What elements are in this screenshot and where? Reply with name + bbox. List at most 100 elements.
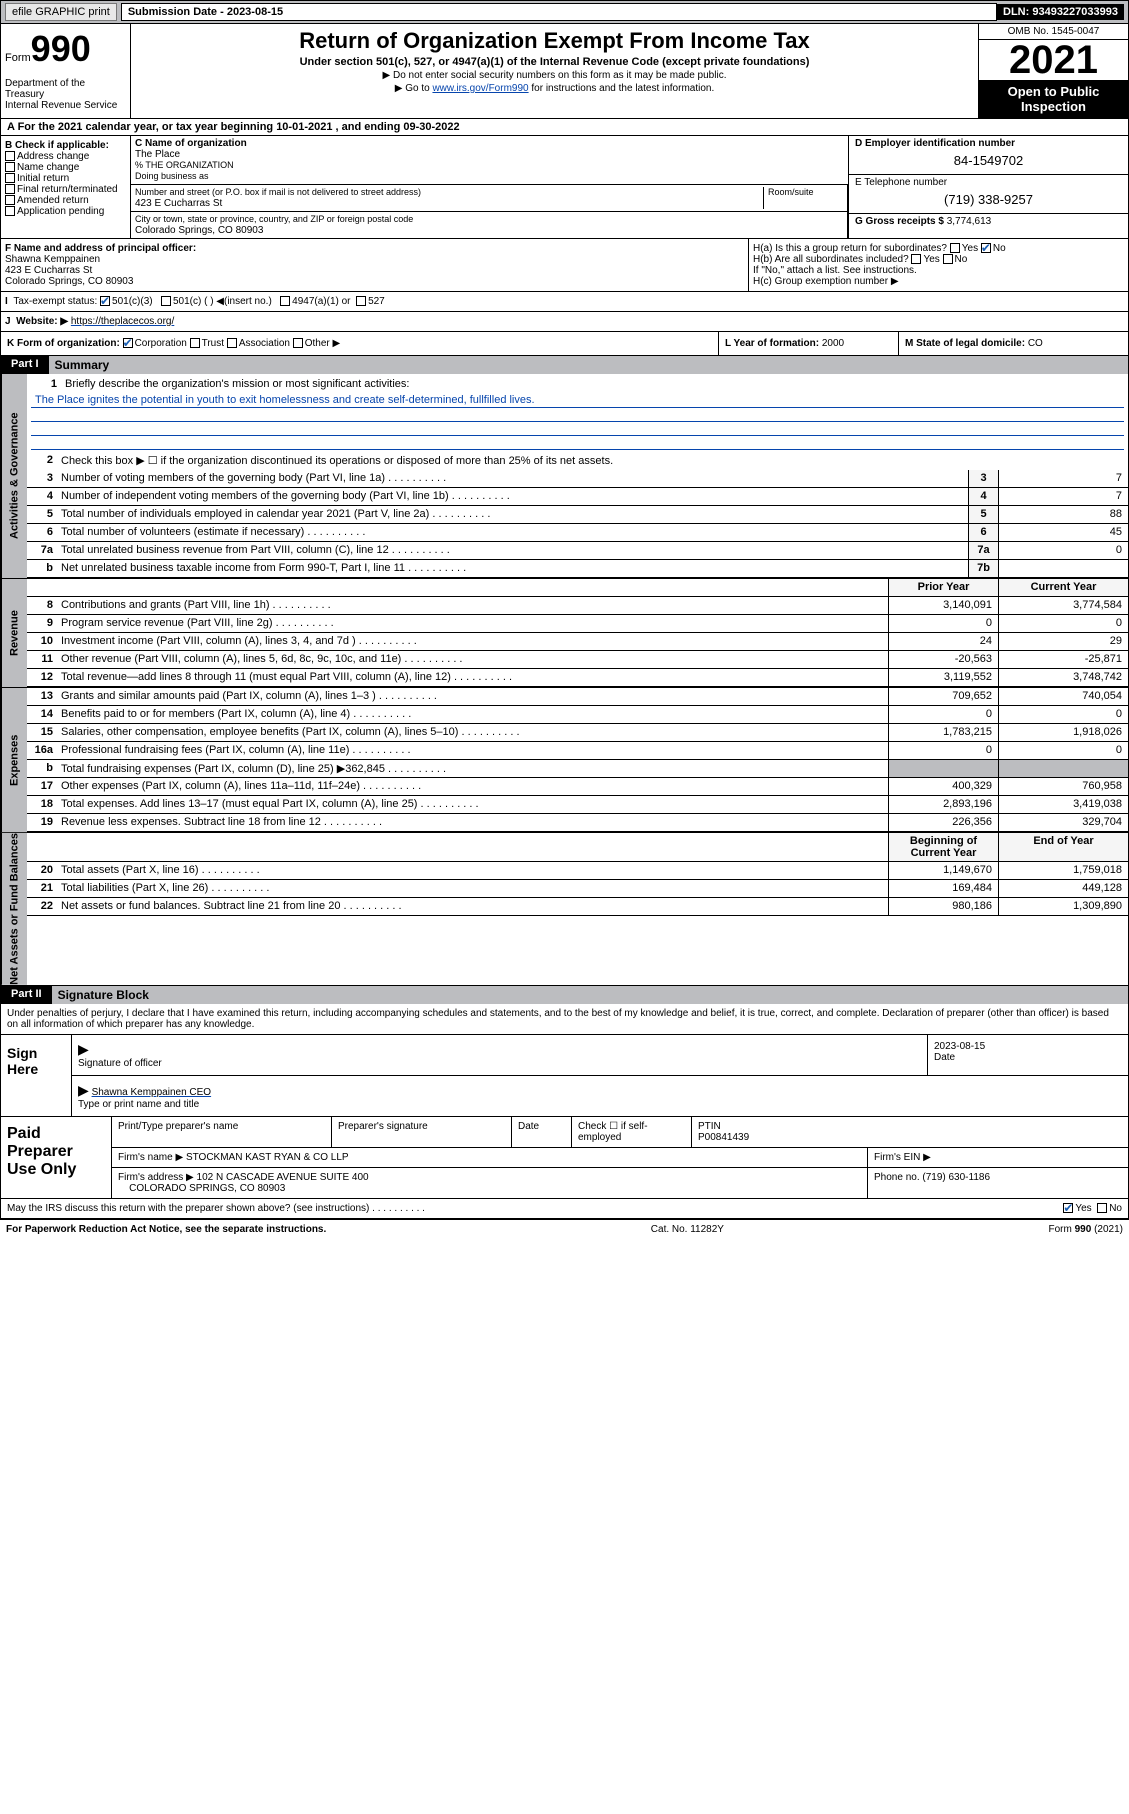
footer: For Paperwork Reduction Act Notice, see … bbox=[0, 1219, 1129, 1239]
footer-cat: Cat. No. 11282Y bbox=[651, 1224, 724, 1235]
checkbox-ha-yes[interactable] bbox=[950, 243, 960, 253]
footer-left: For Paperwork Reduction Act Notice, see … bbox=[6, 1224, 326, 1235]
ein-row: D Employer identification number 84-1549… bbox=[849, 136, 1128, 175]
state-value: CO bbox=[1028, 338, 1043, 349]
checkbox-4947[interactable] bbox=[280, 296, 290, 306]
address-left: Number and street (or P.O. box if mail i… bbox=[131, 185, 848, 238]
checkbox-name-change[interactable] bbox=[5, 162, 15, 172]
label-address-change: Address change bbox=[17, 151, 89, 162]
firm-name: STOCKMAN KAST RYAN & CO LLP bbox=[186, 1152, 349, 1163]
mission-blank-3 bbox=[31, 436, 1124, 450]
checkbox-trust[interactable] bbox=[190, 338, 200, 348]
rev-line-10: 10 Investment income (Part VIII, column … bbox=[27, 633, 1128, 651]
hdr-end-year: End of Year bbox=[998, 833, 1128, 861]
checkbox-assoc[interactable] bbox=[227, 338, 237, 348]
sig-date: 2023-08-15 bbox=[934, 1041, 985, 1052]
checkbox-corp[interactable] bbox=[123, 338, 133, 348]
checkbox-hb-no[interactable] bbox=[943, 254, 953, 264]
checkbox-application-pending[interactable] bbox=[5, 206, 15, 216]
instr2-post: for instructions and the latest informat… bbox=[529, 83, 715, 94]
instruction-1: ▶ Do not enter social security numbers o… bbox=[139, 70, 970, 81]
row-a-tax-year: A For the 2021 calendar year, or tax yea… bbox=[0, 119, 1129, 136]
ptin-value: P00841439 bbox=[698, 1132, 749, 1143]
rev-line-11: 11 Other revenue (Part VIII, column (A),… bbox=[27, 651, 1128, 669]
label-final-return: Final return/terminated bbox=[17, 184, 118, 195]
checkbox-amended[interactable] bbox=[5, 195, 15, 205]
hdr-beginning-year: Beginning of Current Year bbox=[888, 833, 998, 861]
line1-label: Briefly describe the organization's miss… bbox=[61, 376, 1124, 394]
form-title: Return of Organization Exempt From Incom… bbox=[139, 28, 970, 54]
year-formation-label: L Year of formation: bbox=[725, 338, 822, 349]
revenue-body: Prior YearCurrent Year 8 Contributions a… bbox=[27, 579, 1128, 687]
checkbox-discuss-no[interactable] bbox=[1097, 1203, 1107, 1213]
checkbox-501c3[interactable] bbox=[100, 296, 110, 306]
preparer-sig-label: Preparer's signature bbox=[332, 1117, 512, 1147]
tab-net-assets: Net Assets or Fund Balances bbox=[1, 833, 27, 985]
gross-value: 3,774,613 bbox=[947, 216, 992, 227]
firm-addr-label: Firm's address ▶ bbox=[118, 1172, 194, 1183]
checkbox-discuss-yes[interactable] bbox=[1063, 1203, 1073, 1213]
exp-line-b: b Total fundraising expenses (Part IX, c… bbox=[27, 760, 1128, 778]
label-corp: Corporation bbox=[135, 338, 187, 349]
dba-label: Doing business as bbox=[135, 171, 209, 181]
checkbox-other[interactable] bbox=[293, 338, 303, 348]
hb-note: If "No," attach a list. See instructions… bbox=[753, 265, 1124, 276]
checkbox-final-return[interactable] bbox=[5, 184, 15, 194]
checkbox-527[interactable] bbox=[356, 296, 366, 306]
ptin-label: PTIN bbox=[698, 1121, 721, 1132]
tab-revenue: Revenue bbox=[1, 579, 27, 687]
dln: DLN: 93493227033993 bbox=[997, 4, 1124, 20]
exp-line-13: 13 Grants and similar amounts paid (Part… bbox=[27, 688, 1128, 706]
exp-line-17: 17 Other expenses (Part IX, column (A), … bbox=[27, 778, 1128, 796]
sign-here-label: Sign Here bbox=[1, 1035, 71, 1116]
governance-body: 1Briefly describe the organization's mis… bbox=[27, 374, 1128, 578]
sign-here-grid: Sign Here ▶Signature of officer 2023-08-… bbox=[1, 1034, 1128, 1116]
paid-preparer-grid: Paid Preparer Use Only Print/Type prepar… bbox=[1, 1116, 1128, 1198]
firm-phone: (719) 630-1186 bbox=[922, 1172, 990, 1183]
website-label: Website: ▶ bbox=[16, 316, 68, 327]
label-501c3: 501(c)(3) bbox=[112, 296, 153, 307]
declaration-text: Under penalties of perjury, I declare th… bbox=[1, 1004, 1128, 1034]
org-name-box: C Name of organization The Place % THE O… bbox=[131, 136, 848, 185]
gov-line-7a: 7a Total unrelated business revenue from… bbox=[27, 542, 1128, 560]
net-line-21: 21 Total liabilities (Part X, line 26) 1… bbox=[27, 880, 1128, 898]
form-header: Form990 Department of the Treasury Inter… bbox=[0, 24, 1129, 119]
firm-addr1: 102 N CASCADE AVENUE SUITE 400 bbox=[197, 1172, 369, 1183]
row-klm: K Form of organization: Corporation Trus… bbox=[0, 332, 1129, 356]
mission-text: The Place ignites the potential in youth… bbox=[31, 394, 1124, 408]
checkbox-address-change[interactable] bbox=[5, 151, 15, 161]
paid-preparer-body: Print/Type preparer's name Preparer's si… bbox=[111, 1117, 1128, 1198]
efile-button[interactable]: efile GRAPHIC print bbox=[5, 3, 117, 21]
subtitle: Under section 501(c), 527, or 4947(a)(1)… bbox=[139, 56, 970, 68]
label-501c: 501(c) ( ) ◀(insert no.) bbox=[173, 296, 272, 307]
year-box: OMB No. 1545-0047 2021 Open to Public In… bbox=[978, 24, 1128, 118]
website-url[interactable]: https://theplacecos.org/ bbox=[71, 316, 174, 327]
firm-phone-label: Phone no. bbox=[874, 1172, 922, 1183]
tax-status-label: Tax-exempt status: bbox=[13, 296, 97, 307]
section-net-assets: Net Assets or Fund Balances Beginning of… bbox=[0, 833, 1129, 986]
tab-expenses: Expenses bbox=[1, 688, 27, 832]
gov-line-b: b Net unrelated business taxable income … bbox=[27, 560, 1128, 578]
topbar: efile GRAPHIC print Submission Date - 20… bbox=[0, 0, 1129, 24]
checkbox-initial-return[interactable] bbox=[5, 173, 15, 183]
exp-line-19: 19 Revenue less expenses. Subtract line … bbox=[27, 814, 1128, 832]
preparer-name-label: Print/Type preparer's name bbox=[112, 1117, 332, 1147]
hdr-current-year: Current Year bbox=[998, 579, 1128, 596]
hc-label: H(c) Group exemption number ▶ bbox=[753, 276, 1124, 287]
checkbox-ha-no[interactable] bbox=[981, 243, 991, 253]
label-initial-return: Initial return bbox=[17, 173, 69, 184]
exp-line-16a: 16a Professional fundraising fees (Part … bbox=[27, 742, 1128, 760]
checkbox-501c[interactable] bbox=[161, 296, 171, 306]
checkbox-hb-yes[interactable] bbox=[911, 254, 921, 264]
street-label: Number and street (or P.O. box if mail i… bbox=[135, 187, 421, 197]
officer-name: Shawna Kemppainen bbox=[5, 254, 100, 265]
sign-fields: ▶Signature of officer 2023-08-15Date ▶ S… bbox=[71, 1035, 1128, 1116]
self-employed-check[interactable]: Check ☐ if self-employed bbox=[572, 1117, 692, 1147]
irs-link[interactable]: www.irs.gov/Form990 bbox=[432, 83, 528, 94]
rev-line-9: 9 Program service revenue (Part VIII, li… bbox=[27, 615, 1128, 633]
ha-row: H(a) Is this a group return for subordin… bbox=[753, 243, 1124, 254]
rev-line-12: 12 Total revenue—add lines 8 through 11 … bbox=[27, 669, 1128, 687]
open-public: Open to Public Inspection bbox=[979, 80, 1128, 118]
gov-line-6: 6 Total number of volunteers (estimate i… bbox=[27, 524, 1128, 542]
submission-date: Submission Date - 2023-08-15 bbox=[121, 3, 997, 21]
